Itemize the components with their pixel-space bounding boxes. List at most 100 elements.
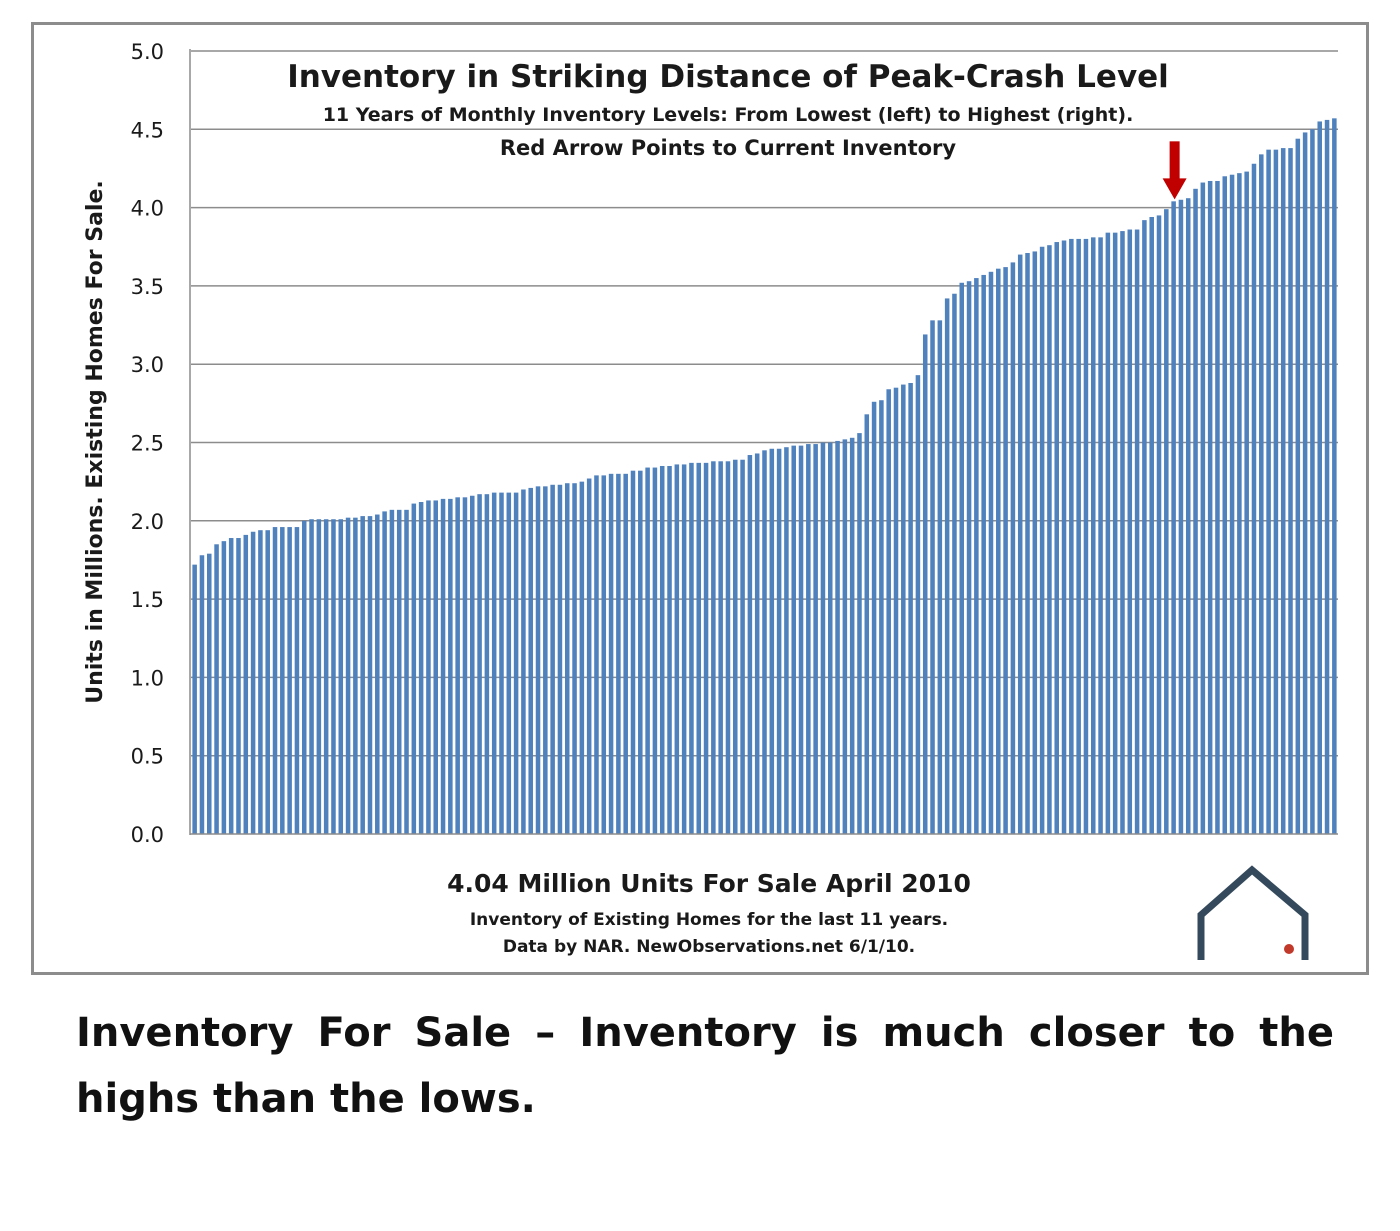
bar xyxy=(1229,174,1235,835)
bar xyxy=(1134,229,1140,835)
bar xyxy=(1069,238,1074,835)
bar xyxy=(506,492,512,834)
y-tick-label: 0.0 xyxy=(131,823,164,847)
bar xyxy=(433,500,439,834)
bar xyxy=(440,498,446,834)
bar xyxy=(557,484,563,834)
bar xyxy=(827,442,833,834)
bar xyxy=(842,439,848,834)
bar xyxy=(1222,176,1228,834)
bar xyxy=(1207,180,1213,834)
bar xyxy=(667,465,672,834)
bar xyxy=(221,541,227,834)
bar xyxy=(396,509,402,834)
bar xyxy=(1090,237,1096,834)
bar xyxy=(1237,173,1242,834)
bar xyxy=(499,492,504,834)
bar xyxy=(1047,245,1052,834)
bar xyxy=(725,461,731,834)
bar xyxy=(228,538,234,834)
bar xyxy=(1076,238,1081,835)
bar xyxy=(1317,121,1323,835)
bar xyxy=(1266,149,1271,835)
bar xyxy=(360,516,365,834)
bar xyxy=(411,503,417,834)
bar xyxy=(1098,237,1103,834)
bar xyxy=(776,448,782,834)
bar xyxy=(448,498,453,834)
bar xyxy=(1032,251,1038,834)
bar xyxy=(1310,129,1315,835)
bar xyxy=(937,320,943,834)
bar xyxy=(331,519,336,834)
bar xyxy=(806,444,811,834)
y-tick-label: 0.5 xyxy=(131,745,164,769)
bar xyxy=(353,517,358,834)
bar xyxy=(586,478,592,834)
bar xyxy=(513,492,519,834)
bar xyxy=(886,389,891,834)
bar xyxy=(674,464,680,834)
bar xyxy=(689,462,694,834)
bar xyxy=(594,475,599,834)
bar xyxy=(1039,246,1045,834)
bar xyxy=(1193,188,1198,835)
current-inventory-arrow xyxy=(1162,141,1187,200)
bar xyxy=(696,462,702,834)
bar xyxy=(535,486,541,834)
chart-subtitle-line-1: 11 Years of Monthly Inventory Levels: Fr… xyxy=(323,104,1134,126)
bar xyxy=(1302,132,1308,834)
bar xyxy=(638,470,643,834)
y-tick-label: 4.0 xyxy=(131,197,164,221)
arrow-head xyxy=(1162,178,1187,200)
bar xyxy=(462,497,468,834)
bar xyxy=(1142,220,1147,835)
bar xyxy=(1054,242,1059,834)
bar xyxy=(747,455,753,834)
bar xyxy=(944,298,950,835)
bar xyxy=(1105,232,1111,834)
bar xyxy=(389,509,395,834)
bar xyxy=(484,494,490,834)
y-axis-label: Units in Millions. Existing Homes For Sa… xyxy=(83,180,108,704)
bar xyxy=(718,461,723,834)
bar xyxy=(835,440,840,834)
bar xyxy=(1061,240,1067,835)
y-tick-label: 4.5 xyxy=(131,118,164,142)
bar xyxy=(652,467,658,834)
bar xyxy=(849,437,855,834)
bar xyxy=(1017,254,1023,834)
bar xyxy=(769,448,775,834)
bar xyxy=(294,527,300,834)
bar xyxy=(521,489,526,834)
bar xyxy=(323,519,329,834)
bar xyxy=(426,500,431,834)
bar xyxy=(630,470,636,834)
bar xyxy=(1164,209,1169,834)
bar xyxy=(922,334,928,834)
bar xyxy=(893,387,899,834)
bar xyxy=(1273,149,1279,835)
bar xyxy=(1112,232,1118,834)
bar xyxy=(1251,163,1257,834)
bar xyxy=(1003,267,1008,834)
bar xyxy=(470,495,475,834)
bar xyxy=(491,492,497,834)
bars xyxy=(192,118,1337,835)
bar xyxy=(572,483,577,834)
bar xyxy=(192,564,197,834)
bar xyxy=(959,282,965,834)
bar xyxy=(952,293,957,835)
bar xyxy=(272,527,278,834)
bar xyxy=(645,467,650,834)
bar xyxy=(915,375,921,834)
bar xyxy=(258,530,263,834)
chart-title: Inventory in Striking Distance of Peak-C… xyxy=(287,59,1169,95)
bar xyxy=(206,553,212,834)
y-tick-label: 5.0 xyxy=(131,40,164,64)
bar xyxy=(243,534,249,834)
y-tick-label: 2.5 xyxy=(131,432,164,456)
bar xyxy=(367,516,373,834)
bar xyxy=(616,473,621,834)
bar xyxy=(879,400,884,834)
